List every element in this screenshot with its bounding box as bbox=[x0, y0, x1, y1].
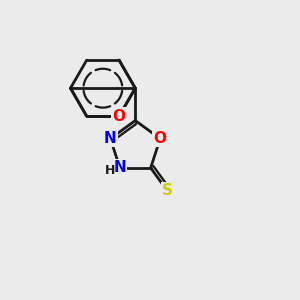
Text: N: N bbox=[104, 131, 117, 146]
Text: O: O bbox=[112, 109, 126, 124]
Text: O: O bbox=[112, 109, 126, 124]
Text: S: S bbox=[162, 184, 173, 199]
Text: O: O bbox=[154, 131, 167, 146]
Text: H: H bbox=[105, 164, 116, 177]
Text: N: N bbox=[113, 160, 126, 175]
